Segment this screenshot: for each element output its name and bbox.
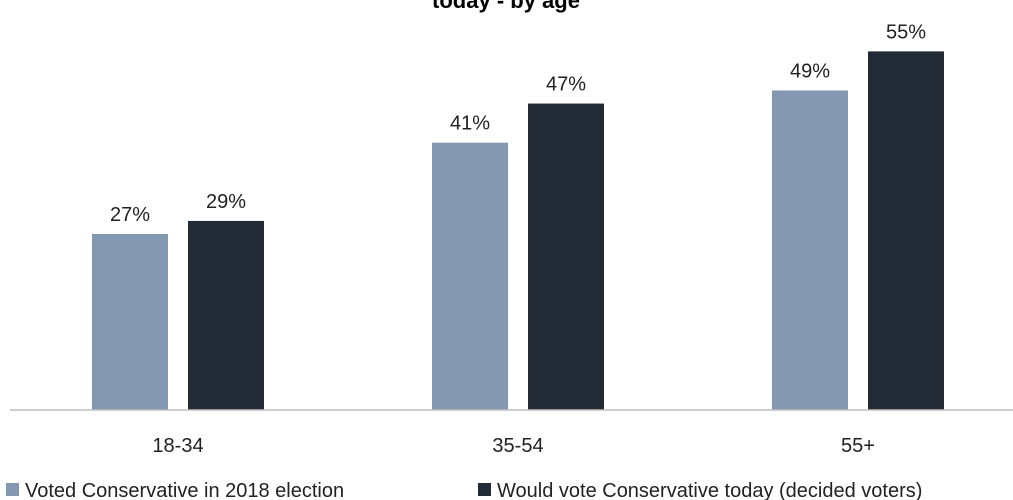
- data-label: 55%: [886, 21, 926, 43]
- bar-18-34-series-2: [188, 220, 264, 410]
- data-label: 49%: [790, 61, 830, 83]
- bars-layer: 27% 29% 41% 47% 49% 55%: [92, 21, 944, 411]
- bar-35-54-series-2: [528, 103, 604, 410]
- data-label: 29%: [206, 191, 246, 213]
- x-tick-label: 35-54: [492, 435, 543, 457]
- bar-55+-series-2: [868, 51, 944, 411]
- x-tick-labels: 18-34 35-54 55+: [152, 435, 875, 457]
- x-tick-label: 55+: [841, 435, 875, 457]
- legend-label: Would vote Conservative today (decided v…: [497, 480, 922, 500]
- data-label: 41%: [450, 113, 490, 135]
- chart-title: today - by age: [432, 0, 580, 13]
- bar-35-54-series-1: [432, 142, 508, 410]
- bar-18-34-series-1: [92, 233, 168, 410]
- data-label: 27%: [110, 204, 150, 226]
- bar-55+-series-1: [772, 90, 848, 411]
- legend-swatch: [6, 483, 19, 496]
- x-tick-label: 18-34: [152, 435, 203, 457]
- legend-label: Voted Conservative in 2018 election: [25, 480, 344, 500]
- data-label: 47%: [546, 74, 586, 96]
- legend: Voted Conservative in 2018 election Would…: [6, 480, 922, 500]
- legend-swatch: [478, 483, 491, 496]
